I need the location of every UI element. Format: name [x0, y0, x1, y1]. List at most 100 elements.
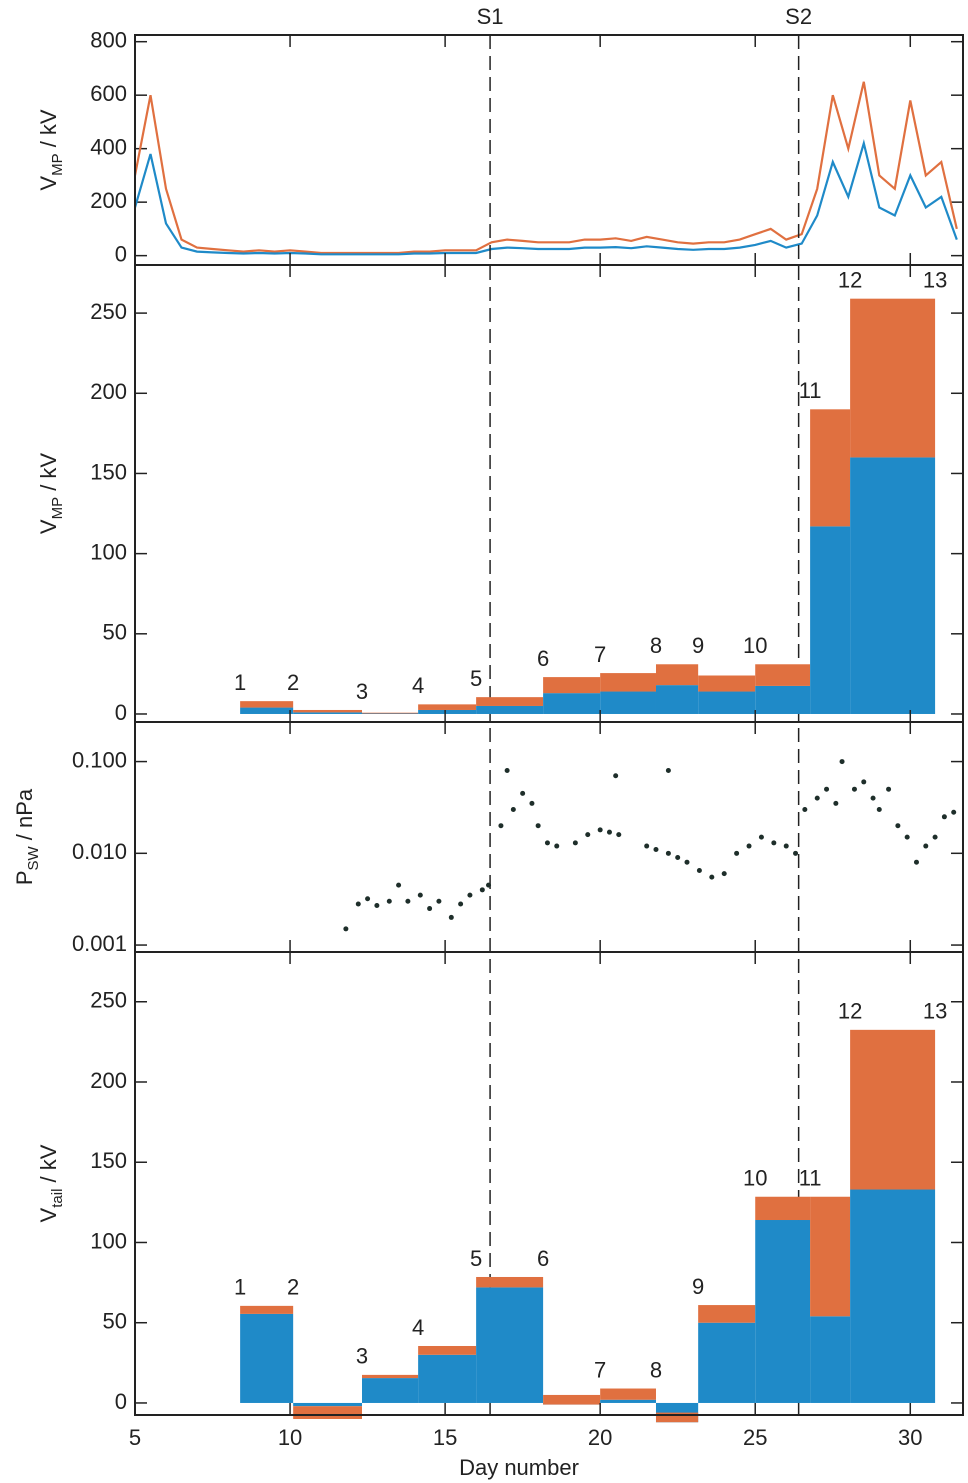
point [520, 790, 526, 796]
point [613, 773, 619, 779]
point [436, 898, 442, 904]
point [886, 786, 892, 792]
marker-label: S1 [477, 4, 504, 29]
edge-label: 2 [287, 1275, 299, 1300]
bar-segment [810, 1316, 851, 1403]
point [467, 892, 473, 898]
y-axis-label: Vtail / kV [36, 1144, 67, 1222]
point [802, 807, 808, 813]
point [386, 898, 392, 904]
bar-segment [476, 705, 544, 714]
point [365, 896, 371, 902]
point [904, 834, 910, 840]
point [504, 767, 510, 773]
panel-frame [134, 721, 964, 953]
point [355, 901, 361, 907]
panel: 0 200 400 600 800 VMP / kV [36, 27, 964, 266]
point [597, 827, 603, 833]
edge-label: 6 [537, 646, 549, 671]
point [783, 843, 789, 849]
y-tick-label: 0 [115, 1389, 127, 1414]
point [644, 843, 650, 849]
edge-label: 10 [743, 633, 767, 658]
edge-label: 3 [356, 679, 368, 704]
bar-segment [476, 1287, 544, 1403]
point [824, 786, 830, 792]
edge-label: 9 [692, 1274, 704, 1299]
edge-label: 10 [743, 1166, 767, 1191]
edge-label: 8 [650, 633, 662, 658]
point [941, 814, 947, 820]
bar-segment [240, 1305, 294, 1314]
edge-label: 1 [234, 1275, 246, 1300]
point [913, 859, 919, 865]
bar-segment [293, 709, 363, 713]
point [851, 786, 857, 792]
y-tick-label: 250 [90, 988, 127, 1013]
point [870, 795, 876, 801]
bar-segment [655, 685, 699, 714]
point [721, 871, 727, 877]
y-label-subscript: MP [49, 153, 66, 176]
point [448, 914, 454, 920]
y-tick-label: 100 [90, 539, 127, 564]
bar-segment [755, 1196, 811, 1221]
bar-segment [600, 1399, 656, 1403]
point [932, 834, 938, 840]
point [839, 759, 845, 765]
y-label-subscript: tail [49, 1189, 66, 1208]
y-tick-label: 600 [90, 81, 127, 106]
edge-label: 12 [838, 267, 862, 292]
bar-segment [698, 675, 756, 692]
bar-segment [362, 1374, 419, 1379]
point [458, 901, 464, 907]
series-line [135, 81, 958, 255]
x-tick-label: 20 [588, 1425, 612, 1450]
bar-segment [850, 1029, 936, 1190]
point [535, 823, 541, 829]
y-label-unit: / kV [36, 109, 61, 153]
y-label-unit: / kV [36, 1144, 61, 1188]
bar-segment [476, 1276, 544, 1288]
edge-label: 7 [594, 1357, 606, 1382]
y-tick-label: 0 [115, 700, 127, 725]
edge-label: 13 [923, 267, 947, 292]
y-tick-label: 0 [115, 241, 127, 266]
bar-segment [850, 1189, 936, 1403]
y-tick-label: 200 [90, 188, 127, 213]
edge-label: 8 [650, 1357, 662, 1382]
point [684, 859, 690, 865]
point [529, 800, 535, 806]
marker-label: S2 [785, 4, 812, 29]
y-label-symbol: V [36, 176, 61, 191]
point [479, 887, 485, 893]
bar-segment [755, 664, 811, 686]
edge-label: 11 [799, 378, 822, 403]
panel-frame [134, 34, 964, 266]
point [572, 840, 578, 846]
series-line [135, 139, 958, 256]
point [696, 867, 702, 873]
point [616, 832, 622, 838]
point [665, 850, 671, 856]
y-tick-label: 200 [90, 379, 127, 404]
point [895, 823, 901, 829]
y-tick-label: 150 [90, 1148, 127, 1173]
panel: 0.001 0.010 0.100 PSW / nPa [12, 721, 964, 956]
x-tick-label: 15 [433, 1425, 457, 1450]
point [417, 892, 423, 898]
edge-label: 9 [692, 633, 704, 658]
bar-segment [418, 1345, 477, 1355]
point [734, 850, 740, 856]
y-tick-label: 150 [90, 459, 127, 484]
edge-label: 3 [356, 1344, 368, 1369]
y-tick-label: 250 [90, 299, 127, 324]
bar-segment [655, 664, 699, 686]
bar-segment [755, 1220, 811, 1403]
edge-label: 1 [234, 670, 246, 695]
bar-segment [293, 1406, 363, 1420]
edge-label: 4 [412, 673, 424, 698]
